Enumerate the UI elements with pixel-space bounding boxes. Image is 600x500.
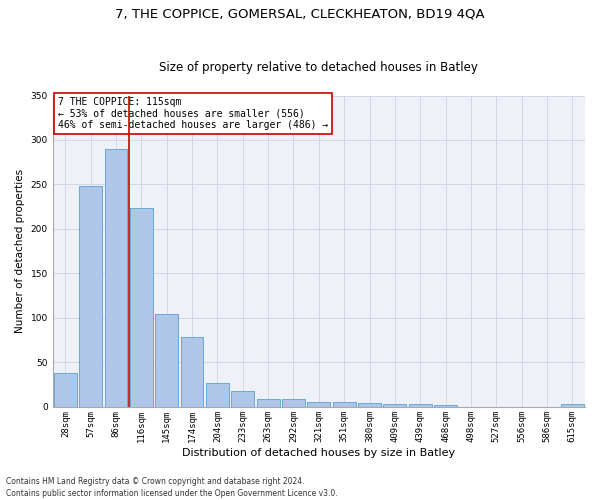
- Text: Contains HM Land Registry data © Crown copyright and database right 2024.
Contai: Contains HM Land Registry data © Crown c…: [6, 476, 338, 498]
- Bar: [79, 186, 102, 407]
- Text: 7, THE COPPICE, GOMERSAL, CLECKHEATON, BD19 4QA: 7, THE COPPICE, GOMERSAL, CLECKHEATON, B…: [115, 8, 485, 20]
- Text: 7 THE COPPICE: 115sqm
← 53% of detached houses are smaller (556)
46% of semi-det: 7 THE COPPICE: 115sqm ← 53% of detached …: [58, 97, 328, 130]
- Bar: [54, 373, 77, 407]
- Bar: [155, 314, 178, 407]
- X-axis label: Distribution of detached houses by size in Batley: Distribution of detached houses by size …: [182, 448, 455, 458]
- Bar: [561, 404, 584, 407]
- Bar: [409, 404, 431, 407]
- Bar: [358, 404, 381, 407]
- Bar: [104, 149, 127, 407]
- Bar: [434, 405, 457, 407]
- Bar: [181, 336, 203, 407]
- Title: Size of property relative to detached houses in Batley: Size of property relative to detached ho…: [160, 60, 478, 74]
- Bar: [383, 404, 406, 407]
- Bar: [307, 402, 330, 407]
- Bar: [130, 208, 153, 407]
- Bar: [333, 402, 356, 407]
- Bar: [282, 399, 305, 407]
- Bar: [206, 383, 229, 407]
- Y-axis label: Number of detached properties: Number of detached properties: [15, 169, 25, 334]
- Bar: [257, 399, 280, 407]
- Bar: [232, 391, 254, 407]
